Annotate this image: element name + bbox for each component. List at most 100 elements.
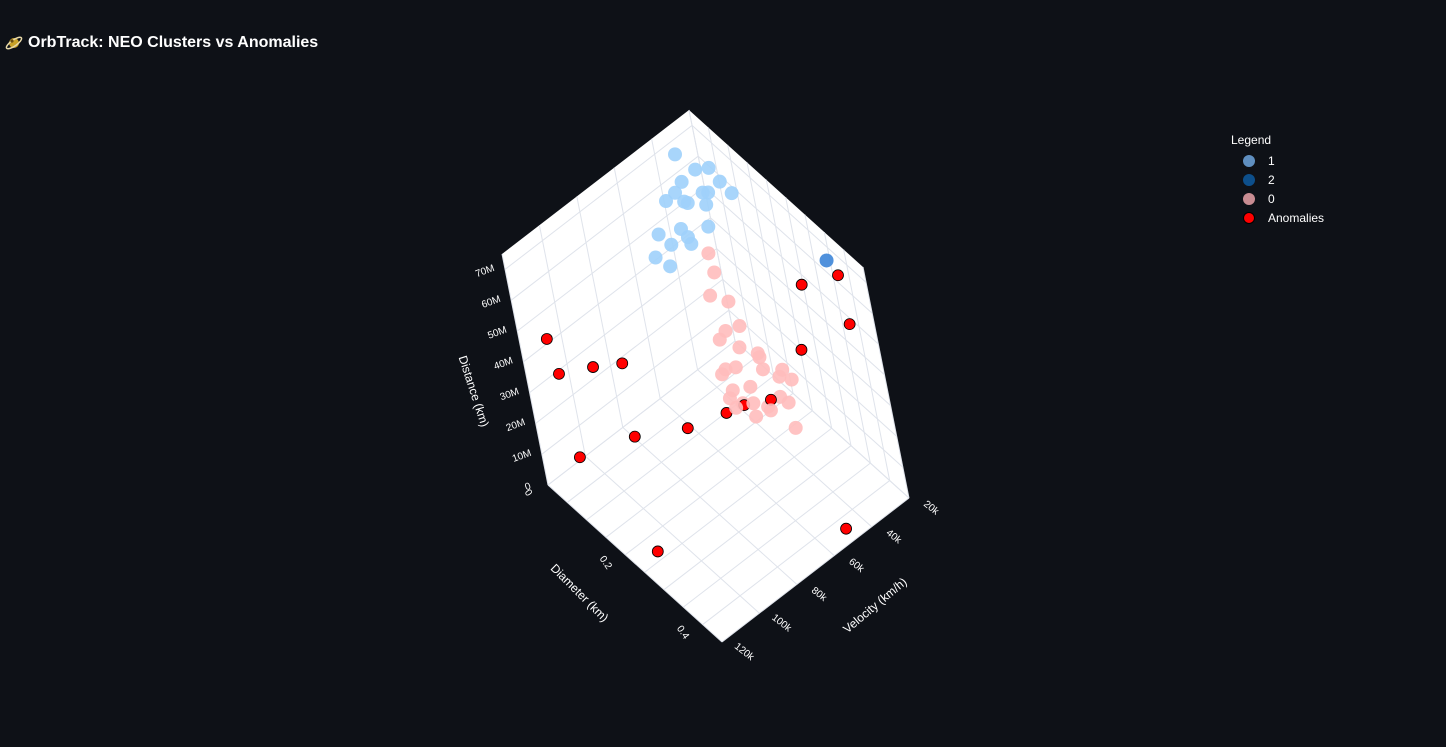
cluster-0-point[interactable] [732,319,747,334]
cluster-0-point[interactable] [788,420,803,435]
grid-line [622,427,798,585]
z-tick-label: 10M [511,448,533,465]
grid-line [785,197,833,429]
anomaly-point[interactable] [616,357,629,370]
grid-line [722,279,898,437]
grid-line [702,480,890,625]
anomaly-point[interactable] [651,545,664,558]
cluster-1-point[interactable] [695,185,710,200]
cluster-1-point[interactable] [648,250,663,265]
cluster-0-point[interactable] [703,288,718,303]
y-tick-label: 40k [884,528,904,547]
cluster-0-point[interactable] [784,372,799,387]
cluster-1-point[interactable] [664,237,679,252]
z-tick-label: 60M [480,294,502,311]
cluster-0-point[interactable] [701,246,716,261]
cluster-0-point[interactable] [707,265,722,280]
grid-line [710,217,885,376]
grid-line [567,358,755,503]
anomaly-point[interactable] [795,343,808,356]
grid-line [523,217,711,363]
cluster-0-point[interactable] [721,294,736,309]
legend-item[interactable]: 1 [1231,151,1324,170]
z-tick-label: 70M [474,263,496,280]
anomaly-point[interactable] [681,422,694,435]
legend-item[interactable]: 2 [1231,170,1324,189]
y-axis-title: Velocity (km/h) [840,575,909,636]
cluster-1-point[interactable] [663,259,678,274]
legend-swatch [1243,173,1255,186]
legend: Legend 1 2 0 Anomalies [1231,133,1324,227]
grid-line [721,497,910,643]
legend-label: 2 [1268,172,1275,187]
cluster-1-point[interactable] [677,194,692,209]
scene-3d: 0 0.2 0.4 20k 40k 60k 80k 100k 120k 0 10M 20M 30M 40M… [456,109,941,664]
cluster-0-point[interactable] [715,367,730,382]
anomaly-point[interactable] [832,269,844,282]
y-tick-label: 120k [732,641,757,664]
legend-items: 1 2 0 Anomalies [1231,151,1324,227]
cluster-0-point[interactable] [755,362,770,377]
anomaly-point[interactable] [574,451,586,464]
grid-line [707,127,755,359]
anomaly-point[interactable] [795,278,808,291]
cluster-0-point[interactable] [746,396,761,411]
grid-line [644,427,832,573]
cluster-1-point[interactable] [668,185,683,200]
cluster-0-point[interactable] [752,350,767,365]
y-tick-label: 60k [846,556,866,575]
cluster-0-point[interactable] [781,395,796,410]
cluster-1-point[interactable] [688,162,703,177]
cluster-0-point[interactable] [743,379,758,394]
legend-swatch [1243,192,1255,205]
cluster-1-point[interactable] [712,174,727,189]
cluster-1-point[interactable] [701,219,716,234]
chart-title: OrbTrack: NEO Clusters vs Anomalies [28,34,319,51]
legend-item[interactable]: 0 [1231,189,1324,208]
cluster-0-point[interactable] [775,362,790,377]
grid-line [843,249,891,481]
cluster-0-point[interactable] [718,323,733,338]
grid-line [585,455,760,614]
grid-line [727,144,775,376]
grid-line [538,225,586,457]
anomaly-point[interactable] [628,430,641,443]
legend-label: 0 [1268,191,1275,206]
cluster-1-point[interactable] [651,227,666,242]
legend-label: 1 [1268,153,1275,168]
anomaly-point[interactable] [587,361,599,373]
anomaly-point[interactable] [540,333,553,345]
y-tick-label: 20k [921,499,941,518]
cluster-1-point[interactable] [659,194,674,209]
anomaly-point[interactable] [840,522,852,535]
legend-item[interactable]: Anomalies [1231,208,1324,227]
grid-line [703,186,879,345]
cluster-1-point[interactable] [724,186,739,201]
cluster-1-point[interactable] [701,160,716,175]
cluster-0-point[interactable] [728,360,743,375]
cluster-2-point[interactable] [819,253,834,268]
grid-line [663,445,852,591]
legend-title: Legend [1231,133,1272,147]
grid-line [862,266,910,499]
cluster-1-point[interactable] [699,197,714,212]
cluster-1-point[interactable] [668,147,683,162]
grid-line [716,248,891,406]
z-tick-label: 20M [505,417,527,434]
x-axis-title: Diameter (km) [548,561,612,625]
anomaly-point[interactable] [553,367,565,380]
x-tick-label: 0.2 [597,554,614,572]
z-tick-label: 0 [524,481,533,493]
cluster-0-point[interactable] [722,391,737,406]
cluster-0-point[interactable] [763,403,778,418]
grid-line [728,309,904,468]
grid-line [547,484,723,643]
grid-line [517,186,705,332]
cluster-0-point[interactable] [732,340,747,355]
cluster-1-point[interactable] [684,236,699,251]
cluster-1-point[interactable] [674,174,689,189]
anomaly-point[interactable] [843,318,856,331]
cluster-0-point[interactable] [749,409,764,424]
